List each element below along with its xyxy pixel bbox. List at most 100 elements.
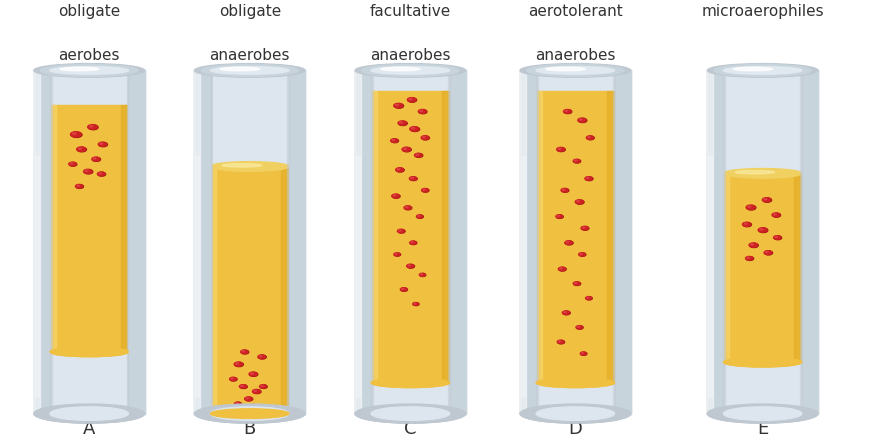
Circle shape: [97, 172, 105, 176]
Circle shape: [563, 311, 570, 315]
Ellipse shape: [211, 161, 289, 171]
Circle shape: [764, 251, 772, 255]
Circle shape: [576, 326, 582, 329]
Circle shape: [410, 241, 417, 245]
Circle shape: [758, 228, 767, 232]
Circle shape: [399, 121, 408, 125]
Circle shape: [578, 118, 586, 122]
Ellipse shape: [40, 64, 138, 77]
Bar: [723, 173, 802, 362]
Bar: [211, 166, 217, 414]
Bar: [371, 70, 450, 414]
Bar: [289, 70, 305, 414]
Circle shape: [235, 363, 244, 367]
Bar: [707, 70, 723, 414]
Bar: [50, 70, 52, 414]
Circle shape: [72, 132, 76, 135]
Circle shape: [585, 297, 591, 300]
Ellipse shape: [194, 404, 305, 423]
Bar: [707, 70, 818, 414]
Bar: [794, 173, 802, 362]
Circle shape: [423, 189, 425, 190]
Bar: [35, 156, 38, 396]
Circle shape: [565, 110, 567, 111]
Circle shape: [88, 125, 98, 130]
Circle shape: [759, 228, 768, 232]
Bar: [723, 70, 725, 414]
Bar: [707, 70, 713, 414]
Ellipse shape: [723, 407, 802, 420]
Circle shape: [250, 404, 257, 408]
Bar: [50, 105, 128, 352]
Ellipse shape: [34, 63, 145, 77]
Circle shape: [579, 118, 587, 122]
Ellipse shape: [50, 407, 128, 420]
Circle shape: [408, 264, 415, 268]
Circle shape: [400, 122, 402, 123]
Bar: [194, 70, 305, 414]
Ellipse shape: [50, 347, 128, 357]
Bar: [195, 156, 199, 396]
Circle shape: [577, 326, 580, 327]
Circle shape: [587, 297, 589, 298]
Text: C: C: [404, 420, 417, 438]
Circle shape: [260, 385, 263, 386]
Bar: [287, 70, 289, 414]
Circle shape: [760, 228, 763, 230]
Circle shape: [415, 153, 422, 157]
Circle shape: [558, 148, 561, 150]
Circle shape: [421, 136, 429, 139]
Circle shape: [87, 125, 97, 129]
Circle shape: [84, 170, 93, 174]
Text: E: E: [757, 420, 768, 438]
Circle shape: [393, 195, 396, 196]
Circle shape: [413, 303, 419, 306]
Text: aerotolerant: aerotolerant: [528, 4, 623, 19]
Bar: [127, 70, 128, 414]
Bar: [536, 70, 538, 414]
Circle shape: [99, 143, 107, 147]
Circle shape: [84, 169, 92, 173]
Text: obligate: obligate: [58, 4, 120, 19]
Ellipse shape: [34, 404, 145, 423]
Circle shape: [398, 121, 407, 125]
Bar: [34, 70, 50, 414]
Ellipse shape: [371, 378, 450, 388]
Circle shape: [562, 189, 569, 192]
Circle shape: [407, 264, 414, 268]
Ellipse shape: [381, 67, 420, 71]
Circle shape: [260, 385, 267, 388]
Circle shape: [574, 282, 577, 284]
Circle shape: [558, 341, 561, 342]
Circle shape: [394, 104, 403, 108]
Bar: [34, 70, 145, 414]
Circle shape: [254, 390, 257, 392]
Circle shape: [409, 177, 417, 180]
Circle shape: [251, 405, 253, 406]
Bar: [448, 70, 450, 414]
Ellipse shape: [211, 407, 289, 420]
Circle shape: [78, 147, 87, 152]
Ellipse shape: [211, 407, 289, 420]
Bar: [442, 91, 450, 383]
Bar: [355, 70, 371, 414]
Bar: [802, 70, 818, 414]
Bar: [521, 156, 524, 396]
Circle shape: [397, 169, 400, 170]
Bar: [450, 70, 466, 414]
Ellipse shape: [536, 378, 615, 388]
Bar: [520, 70, 631, 414]
Ellipse shape: [520, 63, 631, 77]
Circle shape: [229, 377, 236, 381]
Circle shape: [556, 215, 563, 218]
Circle shape: [419, 110, 427, 114]
Circle shape: [772, 213, 780, 217]
Ellipse shape: [733, 67, 772, 71]
Text: A: A: [83, 420, 95, 438]
Bar: [120, 105, 128, 352]
Circle shape: [76, 185, 84, 188]
Circle shape: [749, 243, 757, 247]
Ellipse shape: [355, 63, 466, 77]
Circle shape: [94, 158, 96, 159]
Circle shape: [253, 390, 261, 394]
